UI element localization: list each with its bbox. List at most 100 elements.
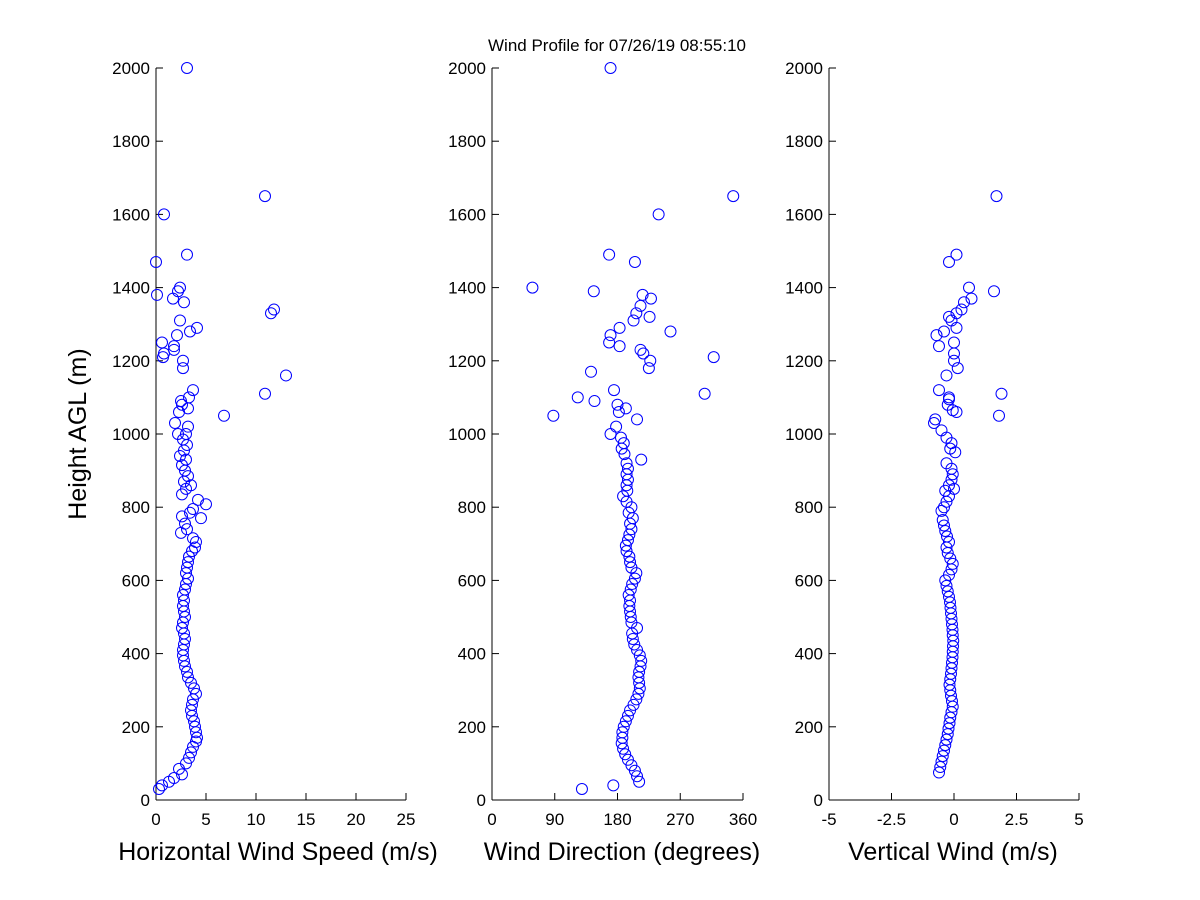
x-tick-label: 25 xyxy=(397,810,416,829)
data-point xyxy=(603,248,616,261)
data-point xyxy=(189,541,201,554)
data-point xyxy=(642,362,655,375)
data-point xyxy=(963,281,975,294)
data-point xyxy=(189,720,201,733)
data-point xyxy=(181,62,193,74)
data-point xyxy=(617,720,630,733)
data-point xyxy=(195,512,207,525)
data-point xyxy=(635,453,648,466)
y-tick-label: 800 xyxy=(458,498,486,517)
y-tick-label: 1800 xyxy=(785,132,823,151)
data-point xyxy=(621,534,634,547)
data-point xyxy=(940,457,953,470)
data-point xyxy=(933,340,945,353)
data-point xyxy=(628,255,641,268)
data-point xyxy=(179,632,191,645)
data-point xyxy=(633,649,646,662)
data-point xyxy=(153,783,165,796)
data-point xyxy=(935,504,948,517)
data-point xyxy=(182,556,194,569)
data-point xyxy=(946,468,959,481)
data-point xyxy=(182,420,194,433)
data-point xyxy=(191,321,203,334)
x-tick-label: 180 xyxy=(603,810,631,829)
data-point xyxy=(585,365,598,378)
data-point xyxy=(187,503,199,516)
y-tick-label: 1200 xyxy=(448,352,486,371)
panel-3: 0 200 400 600 800 1000 1200 1400 1600 1800 2000 -5 -… xyxy=(785,59,1084,866)
x-tick-label: 5 xyxy=(201,810,210,829)
y-tick-label: 600 xyxy=(122,571,150,590)
data-point xyxy=(929,413,942,426)
data-point xyxy=(185,746,197,759)
data-point xyxy=(995,387,1008,400)
y-axis-label: Height AGL (m) xyxy=(64,348,92,519)
x-tick-label: -2.5 xyxy=(877,810,906,829)
data-point xyxy=(950,248,963,261)
y-tick-label: 1400 xyxy=(448,279,486,298)
figure-title: Wind Profile for 07/26/19 08:55:10 xyxy=(488,36,746,55)
data-point xyxy=(174,281,186,294)
data-point xyxy=(652,208,665,221)
x-tick-label: -5 xyxy=(821,810,836,829)
x-tick-label: 10 xyxy=(247,810,266,829)
data-point xyxy=(185,676,197,689)
data-point xyxy=(628,572,641,585)
data-point xyxy=(627,698,640,711)
data-point xyxy=(176,621,188,634)
y-tick-label: 1200 xyxy=(112,352,150,371)
data-point xyxy=(935,424,948,437)
y-tick-label: 600 xyxy=(458,571,486,590)
data-point xyxy=(933,384,945,397)
panel-2: 0 200 400 600 800 1000 1200 1400 1600 1800 2000 0 90… xyxy=(448,59,760,866)
data-point xyxy=(156,336,168,349)
data-point xyxy=(180,428,192,440)
data-point xyxy=(623,550,636,563)
data-point xyxy=(171,329,183,342)
data-point xyxy=(184,325,196,338)
y-tick-label: 400 xyxy=(795,645,823,664)
data-point xyxy=(181,665,193,678)
data-point xyxy=(182,470,194,483)
data-point xyxy=(941,398,954,411)
data-point xyxy=(624,556,637,569)
data-point xyxy=(990,190,1003,203)
data-point xyxy=(156,779,168,792)
data-point xyxy=(631,643,644,656)
data-point xyxy=(939,524,952,537)
data-point xyxy=(993,409,1005,422)
data-point xyxy=(608,384,621,397)
data-point xyxy=(587,285,600,298)
data-point xyxy=(188,715,200,728)
data-point xyxy=(617,437,630,450)
data-point xyxy=(943,535,955,548)
data-point xyxy=(616,726,629,739)
data-point xyxy=(526,281,539,294)
x-tick-label: 90 xyxy=(545,810,564,829)
y-tick-label: 2000 xyxy=(785,59,823,78)
data-point xyxy=(951,362,964,375)
data-point xyxy=(664,325,677,338)
data-point xyxy=(946,557,959,570)
y-tick-label: 1200 xyxy=(785,352,823,371)
data-point xyxy=(619,715,632,728)
x-tick-label: 20 xyxy=(347,810,366,829)
y-tick-label: 200 xyxy=(795,718,823,737)
data-point xyxy=(181,523,193,536)
data-point xyxy=(177,362,189,375)
data-point xyxy=(631,770,644,783)
x-tick-label: 15 xyxy=(297,810,316,829)
data-point xyxy=(180,757,192,770)
data-point xyxy=(707,351,720,364)
data-point xyxy=(188,682,200,695)
data-point xyxy=(178,296,190,309)
y-tick-label: 1600 xyxy=(112,205,150,224)
y-tick-label: 800 xyxy=(122,498,150,517)
data-point xyxy=(955,303,968,316)
y-tick-label: 1600 xyxy=(785,205,823,224)
data-point xyxy=(620,457,633,470)
x-tick-label: 0 xyxy=(487,810,496,829)
y-tick-label: 1800 xyxy=(448,132,486,151)
data-point xyxy=(643,310,656,323)
